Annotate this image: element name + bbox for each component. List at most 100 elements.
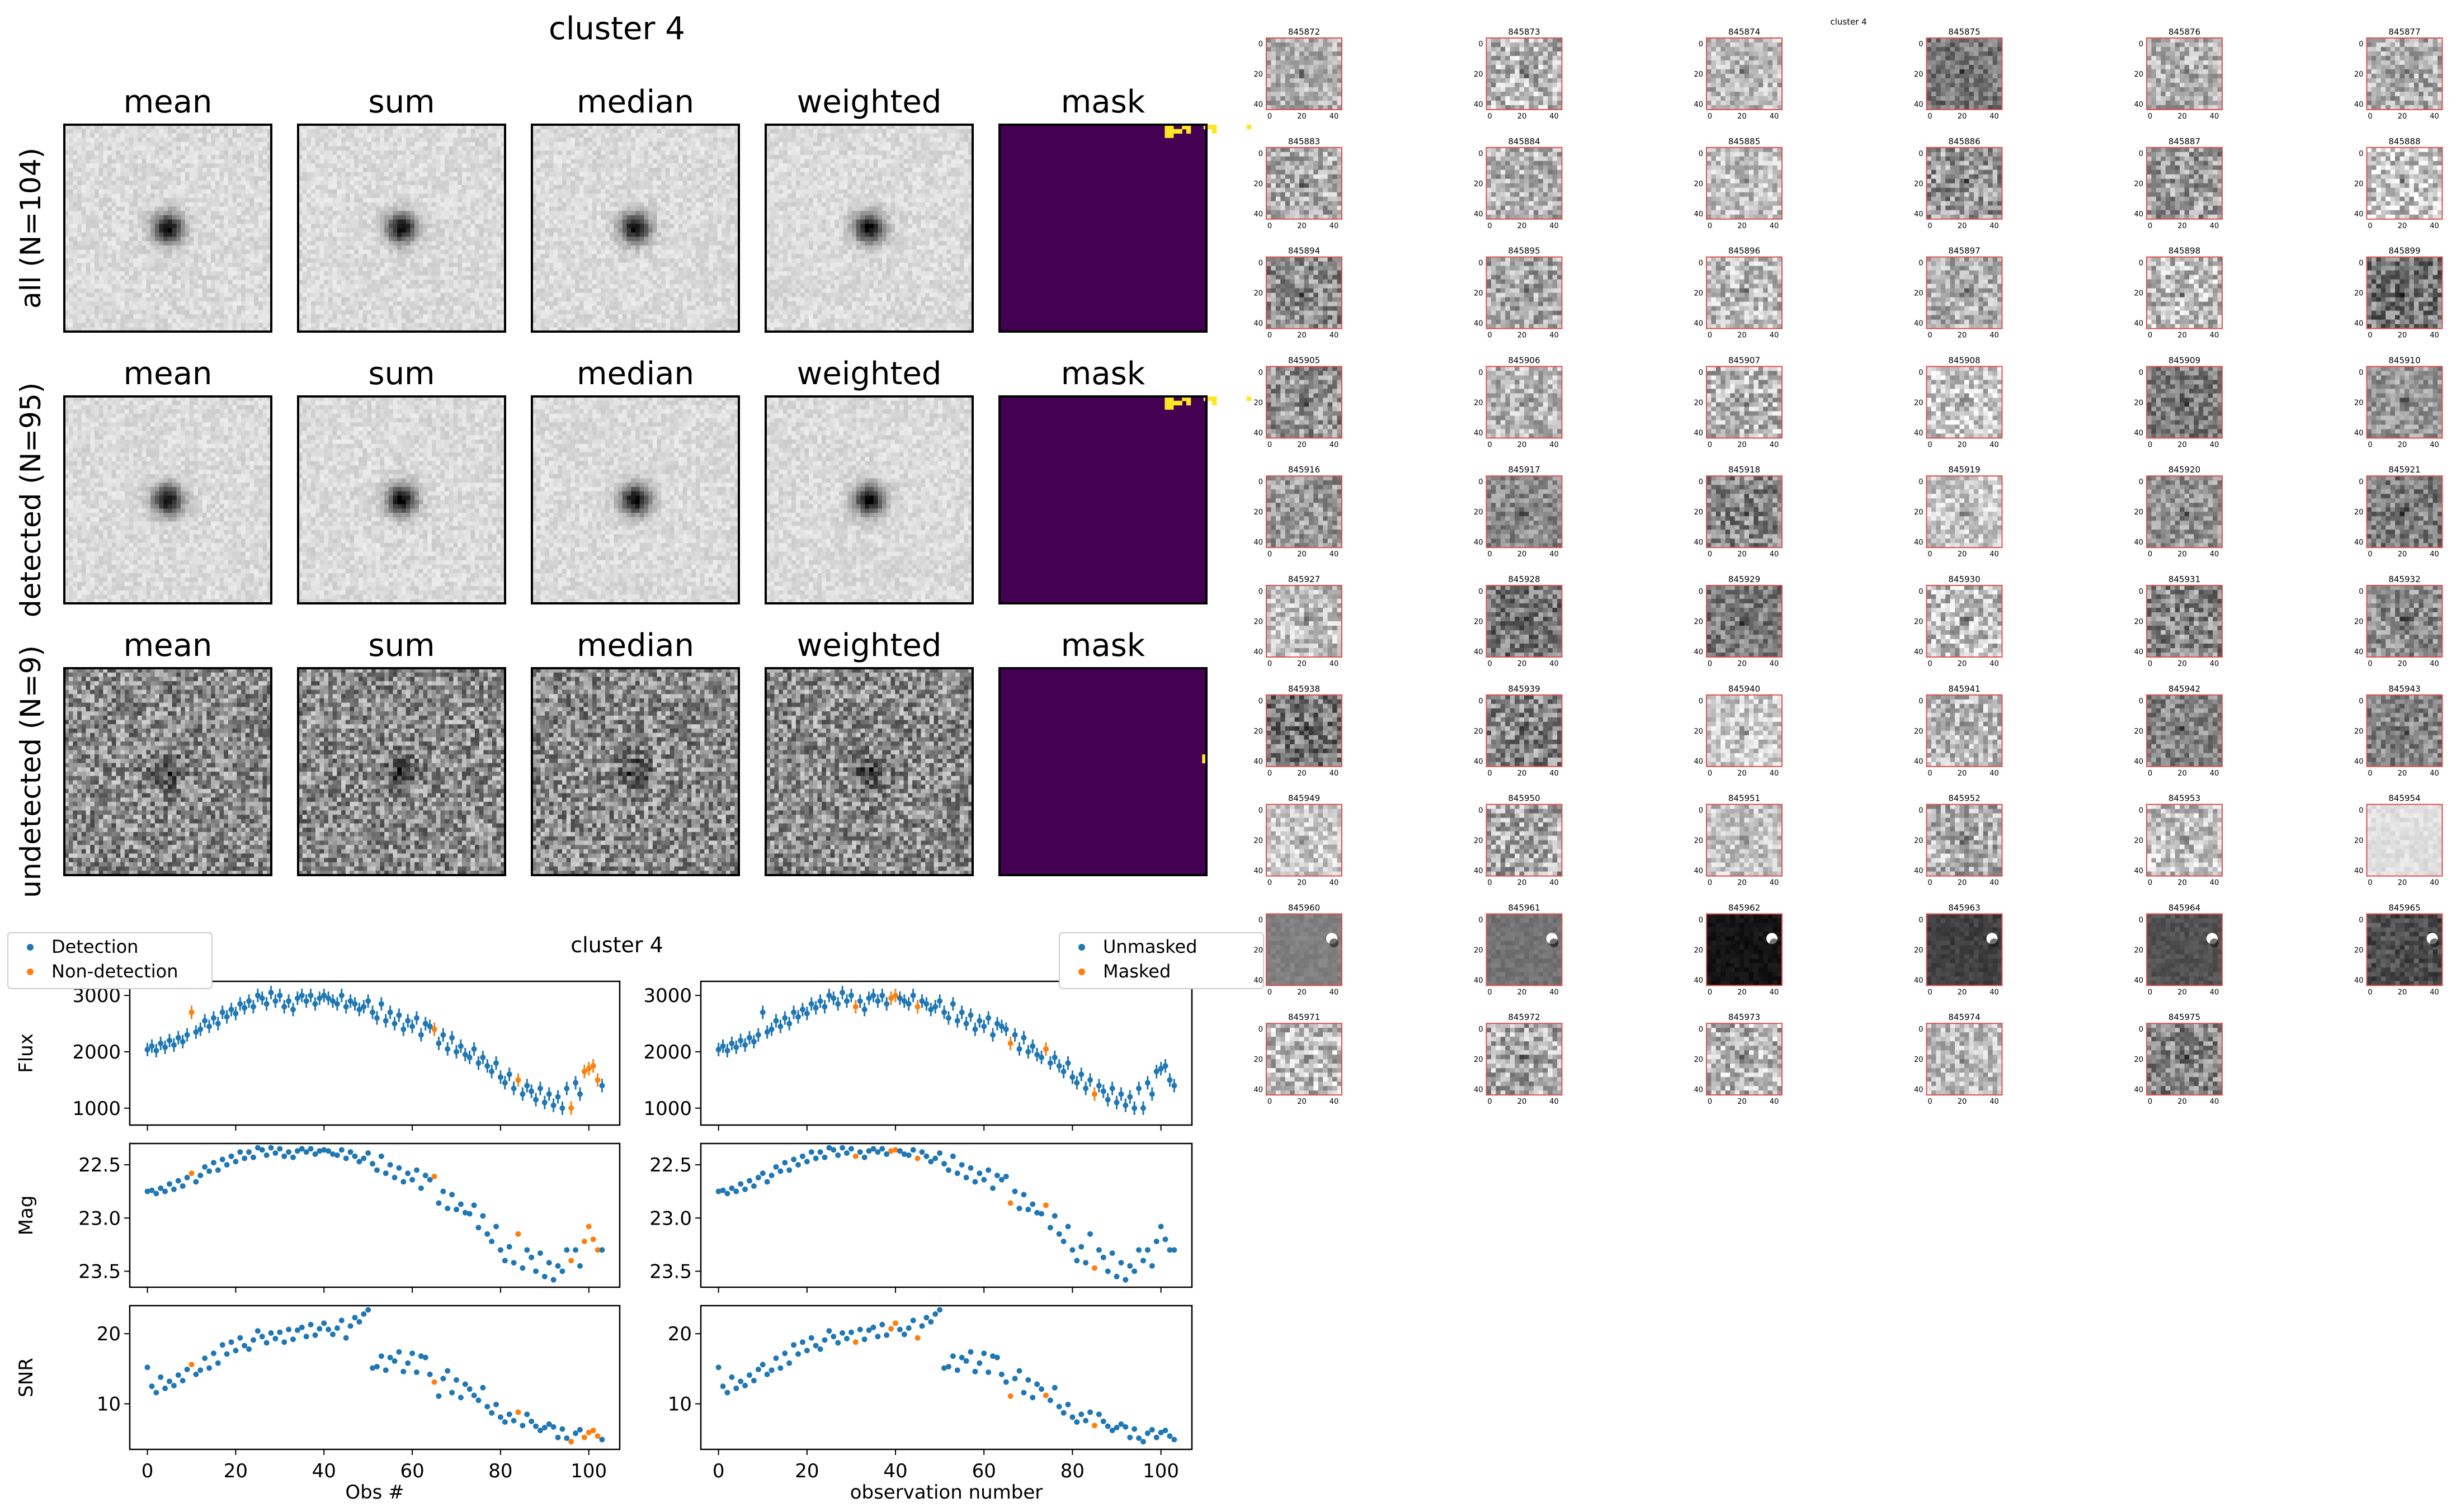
data-point bbox=[1074, 1419, 1079, 1425]
data-point bbox=[742, 1187, 748, 1192]
thumbnail-id: 845919 bbox=[1948, 465, 1980, 475]
mask-flag bbox=[1186, 129, 1191, 134]
data-point bbox=[937, 1150, 942, 1156]
data-point bbox=[795, 1014, 801, 1019]
thumb-y-tick: 40 bbox=[1914, 1086, 1923, 1094]
data-point bbox=[396, 1349, 402, 1355]
thumb-y-tick: 40 bbox=[1253, 1086, 1263, 1094]
data-point bbox=[1034, 1381, 1040, 1387]
thumbnail-id: 845972 bbox=[1508, 1012, 1540, 1022]
thumb-x-tick: 0 bbox=[1708, 222, 1712, 230]
data-point bbox=[312, 1001, 318, 1007]
thumbnail-image bbox=[1706, 1023, 1783, 1095]
row-label: undetected (N=9) bbox=[15, 645, 47, 898]
thumb-y-tick: 0 bbox=[1478, 368, 1483, 377]
data-point bbox=[595, 1433, 601, 1439]
data-point bbox=[968, 1349, 974, 1355]
stack-image bbox=[298, 396, 506, 604]
data-point bbox=[1163, 1063, 1168, 1069]
data-point bbox=[1025, 1049, 1031, 1055]
data-point bbox=[906, 1325, 912, 1331]
thumbnail-image bbox=[2147, 805, 2223, 877]
thumbnail-id: 845887 bbox=[2168, 136, 2200, 147]
data-point bbox=[484, 1063, 490, 1069]
data-point bbox=[290, 1336, 296, 1342]
data-point bbox=[304, 1334, 309, 1339]
data-point bbox=[215, 1360, 221, 1366]
data-point bbox=[489, 1069, 494, 1074]
thumb-y-tick: 0 bbox=[1699, 1026, 1703, 1034]
thumbnail-id: 845899 bbox=[2388, 246, 2420, 256]
data-point bbox=[551, 1277, 557, 1283]
data-point bbox=[211, 1015, 216, 1021]
thumb-y-tick: 20 bbox=[1474, 946, 1483, 955]
data-point bbox=[396, 1012, 402, 1018]
thumbnail-image bbox=[1266, 38, 1342, 110]
data-point bbox=[405, 1360, 411, 1366]
thumb-x-tick: 40 bbox=[2210, 660, 2219, 668]
data-point bbox=[475, 1225, 481, 1230]
thumb-y-tick: 40 bbox=[1474, 101, 1483, 109]
data-point bbox=[162, 1386, 168, 1391]
thumbnail-id: 845962 bbox=[1728, 903, 1760, 913]
data-point bbox=[1030, 1202, 1035, 1207]
data-point bbox=[272, 1150, 278, 1156]
data-point bbox=[857, 998, 863, 1004]
data-point bbox=[432, 1027, 437, 1032]
data-point bbox=[352, 1154, 357, 1159]
data-point bbox=[756, 1175, 761, 1180]
column-title: sum bbox=[368, 356, 435, 392]
thumb-x-tick: 20 bbox=[1517, 879, 1527, 887]
data-point bbox=[145, 1047, 150, 1052]
data-point bbox=[339, 1317, 345, 1323]
data-point bbox=[472, 1392, 477, 1398]
lightcurve-panel: 22.523.023.5 bbox=[649, 1144, 1192, 1293]
column-title: mean bbox=[124, 627, 213, 664]
data-point bbox=[582, 1435, 587, 1440]
data-point bbox=[502, 1419, 508, 1425]
thumb-y-tick: 40 bbox=[1474, 429, 1483, 437]
data-point bbox=[1030, 1043, 1035, 1049]
thumb-x-tick: 40 bbox=[1989, 988, 1999, 996]
data-point bbox=[1092, 1092, 1097, 1097]
thumb-x-tick: 0 bbox=[1708, 550, 1712, 559]
mask-flag bbox=[1208, 125, 1213, 129]
thumb-x-tick: 20 bbox=[1297, 1098, 1307, 1106]
data-point bbox=[555, 1263, 561, 1269]
thumb-y-tick: 40 bbox=[2134, 320, 2143, 328]
data-point bbox=[818, 1149, 823, 1155]
data-point bbox=[950, 1001, 956, 1007]
data-point bbox=[724, 1048, 730, 1053]
thumb-x-tick: 0 bbox=[2368, 879, 2372, 887]
stack-image bbox=[64, 125, 272, 332]
data-point bbox=[229, 1154, 234, 1159]
data-point bbox=[599, 1247, 605, 1253]
thumbnail-image bbox=[1266, 695, 1342, 767]
thumb-y-tick: 20 bbox=[1253, 70, 1263, 79]
data-point bbox=[167, 1038, 172, 1043]
data-point bbox=[1008, 1201, 1013, 1206]
data-point bbox=[1043, 1392, 1049, 1398]
y-tick-label: 20 bbox=[97, 1323, 121, 1345]
thumb-x-tick: 0 bbox=[1927, 441, 1932, 449]
thumbnail-image bbox=[1706, 805, 1783, 877]
data-point bbox=[747, 1178, 752, 1184]
data-point bbox=[716, 1364, 722, 1370]
data-point bbox=[215, 1168, 221, 1173]
data-point bbox=[365, 1307, 371, 1313]
thumb-x-tick: 20 bbox=[1297, 769, 1307, 778]
data-point bbox=[791, 1157, 796, 1163]
data-point bbox=[321, 1320, 327, 1326]
thumb-y-tick: 40 bbox=[2354, 538, 2364, 547]
data-point bbox=[392, 1358, 398, 1364]
thumbnail-id: 845874 bbox=[1728, 27, 1760, 37]
thumb-y-tick: 0 bbox=[1478, 588, 1483, 596]
data-point bbox=[546, 1260, 552, 1265]
thumb-x-tick: 40 bbox=[2430, 550, 2439, 559]
thumb-y-tick: 20 bbox=[1253, 399, 1263, 407]
thumb-y-tick: 0 bbox=[1258, 807, 1263, 815]
data-point bbox=[1012, 1189, 1018, 1194]
thumb-x-tick: 20 bbox=[2398, 769, 2407, 778]
